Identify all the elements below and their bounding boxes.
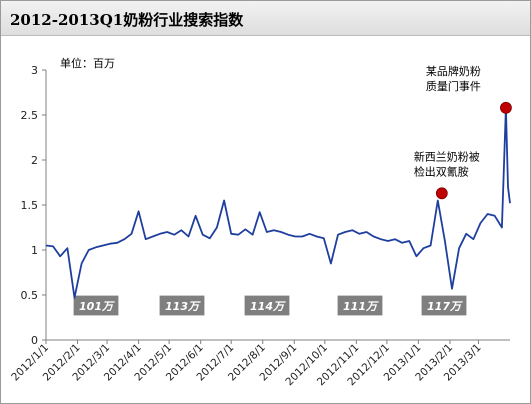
y-tick-label: 3	[31, 64, 38, 77]
event-annotation: 某品牌奶粉	[426, 64, 481, 78]
event-annotation: 检出双氰胺	[414, 164, 469, 178]
period-average-badge	[243, 294, 291, 317]
period-average-badge	[72, 294, 120, 317]
title-band: 2012-2013Q1奶粉行业搜索指数	[1, 1, 530, 36]
period-average-badge	[420, 294, 468, 317]
event-annotation: 质量门事件	[426, 79, 481, 93]
period-average-badge	[336, 294, 384, 317]
y-tick-label: 2.5	[21, 109, 39, 122]
y-tick-label: 1	[31, 244, 38, 257]
period-average-label: 101万	[79, 300, 115, 313]
event-marker	[500, 101, 512, 114]
period-average-label: 111万	[343, 300, 379, 313]
y-tick-label: 2	[31, 154, 38, 167]
period-average-label: 114万	[250, 300, 286, 313]
series-line	[45, 106, 511, 299]
event-marker	[435, 187, 448, 200]
y-tick-label: 0.5	[21, 289, 39, 302]
unit-label: 单位：百万	[60, 56, 115, 70]
event-annotation: 新西兰奶粉被	[414, 149, 480, 163]
y-tick-label: 1.5	[21, 199, 39, 212]
period-average-label: 113万	[165, 300, 201, 313]
period-average-badge	[158, 294, 206, 317]
y-tick-label: 0	[31, 334, 38, 347]
chart-title: 2012-2013Q1奶粉行业搜索指数	[10, 11, 244, 29]
period-average-label: 117万	[427, 300, 463, 313]
